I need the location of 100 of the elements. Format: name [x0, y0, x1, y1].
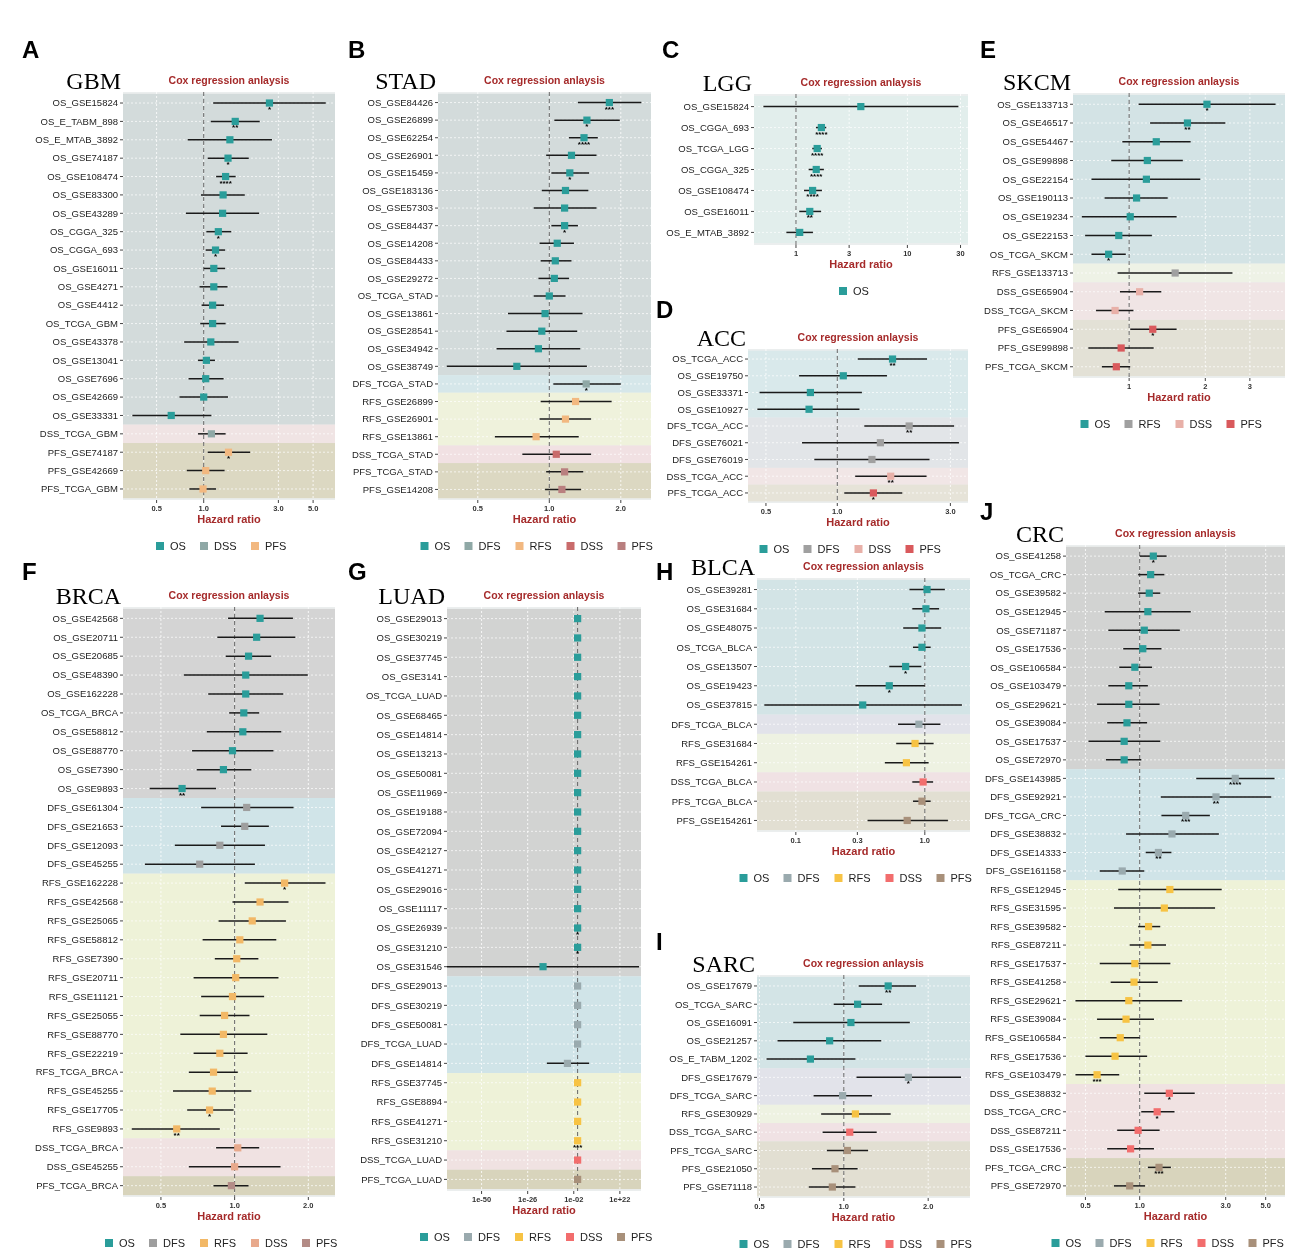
point — [902, 759, 911, 767]
annotation: ** — [906, 428, 914, 437]
legend-label: PFS — [1262, 1237, 1284, 1249]
y-tick-label: OS_GSE72094 — [376, 825, 442, 837]
point — [209, 1068, 218, 1076]
annotation: * — [1151, 558, 1156, 568]
point — [553, 239, 561, 247]
point — [219, 191, 227, 199]
text: C — [662, 36, 680, 63]
y-tick-label: DFS_TCGA_SARC — [669, 1089, 753, 1101]
point — [561, 222, 569, 230]
y-tick-label: RFS_GSE31684 — [681, 737, 752, 749]
x-axis-title: Hazard ratio — [1143, 1210, 1208, 1222]
y-tick-label: OS_GSE31210 — [376, 941, 442, 953]
chart-subtitle: Cox regression anlaysis — [168, 74, 290, 86]
chart-subtitle: Cox regression anlaysis — [1115, 527, 1237, 539]
point — [538, 327, 546, 335]
point — [545, 292, 553, 300]
annotation: * — [563, 227, 568, 237]
y-tick-label: OS_GSE39084 — [995, 717, 1061, 729]
y-tick-label: OS_GSE84426 — [367, 96, 433, 108]
point — [248, 917, 256, 925]
y-tick-label: DSS_GSE87211 — [990, 1124, 1061, 1136]
y-tick-label: OS_GSE19750 — [677, 370, 743, 382]
chart-title: LGG — [702, 70, 752, 96]
annotation: ** — [1155, 854, 1163, 864]
legend-label: DSS — [868, 543, 892, 555]
legend-label: OS — [753, 872, 770, 884]
y-tick-label: OS_GSE162228 — [47, 688, 118, 700]
point — [561, 415, 570, 423]
y-tick-label: PFS_GSE65904 — [997, 323, 1068, 335]
y-tick-label: OS_GSE190113 — [997, 192, 1068, 204]
point — [1134, 1126, 1142, 1134]
y-tick-label: OS_GSE71187 — [996, 624, 1061, 636]
y-tick-label: OS_GSE29013 — [376, 612, 442, 624]
y-tick-label: OS_GSE7696 — [57, 373, 118, 384]
y-tick-label: OS_TCGA_SARC — [674, 998, 753, 1010]
annotation: * — [1151, 331, 1156, 341]
y-tick-label: OS_TCGA_GBM — [45, 317, 119, 329]
y-tick-label: RFS_GSE88770 — [47, 1028, 118, 1040]
point — [239, 728, 247, 736]
y-tick-label: RFS_GSE106584 — [984, 1032, 1061, 1043]
y-tick-label: RFS_GSE45255 — [47, 1085, 118, 1097]
y-tick-label: OS_GSE17679 — [686, 980, 752, 992]
legend-label: DFS — [478, 540, 501, 552]
y-tick-label: RFS_GSE26901 — [362, 413, 433, 425]
y-tick-label: OS_GSE41271 — [376, 864, 442, 876]
annotation: * — [906, 1079, 911, 1089]
y-tick-label: RFS_GSE17705 — [47, 1104, 118, 1116]
chart-subtitle: Cox regression anlaysis — [797, 331, 919, 343]
y-tick-label: DSS_TCGA_STAD — [351, 448, 434, 460]
annotation: *** — [572, 1142, 584, 1152]
y-tick-label: RFS_GSE11121 — [48, 990, 118, 1002]
x-axis-title: Hazard ratio — [831, 845, 896, 857]
x-axis-title: Hazard ratio — [512, 513, 577, 525]
text: B — [348, 36, 366, 63]
annotation: * — [904, 668, 909, 678]
y-tick-label: DFS_GSE14333 — [990, 846, 1061, 858]
legend-label: DSS — [1189, 418, 1213, 430]
y-tick-label: OS_GSE72970 — [995, 754, 1061, 766]
y-tick-label: OS_GSE3141 — [381, 670, 442, 682]
point — [224, 154, 232, 162]
x-axis-title: Hazard ratio — [197, 513, 262, 525]
text: A — [22, 36, 40, 63]
y-tick-label: RFS_GSE31595 — [990, 902, 1061, 914]
y-tick-label: RFS_TCGA_BRCA — [35, 1066, 119, 1078]
point — [1144, 922, 1153, 931]
point — [232, 974, 240, 982]
y-tick-label: OS_GSE17536 — [995, 643, 1061, 655]
y-tick-label: PFS_TCGA_LUAD — [361, 1173, 443, 1185]
legend-label: OS — [170, 540, 186, 552]
y-tick-label: OS_GSE106584 — [990, 661, 1061, 673]
annotation: *** — [1092, 1076, 1103, 1086]
chart-title: SARC — [692, 951, 755, 977]
annotation: **** — [806, 192, 820, 202]
y-tick-label: DSS_TCGA_LUAD — [360, 1154, 443, 1166]
y-tick-label: OS_GSE16011 — [684, 205, 749, 217]
y-tick-label: DSS_GSE17536 — [989, 1143, 1061, 1155]
y-tick-label: OS_GSE28541 — [367, 325, 433, 337]
annotation: ** — [806, 213, 814, 223]
point — [242, 690, 250, 698]
annotation: **** — [810, 171, 824, 181]
y-tick-label: DSS_TCGA_BLCA — [670, 776, 753, 788]
legend-label: PFS — [316, 1237, 338, 1249]
point — [199, 485, 207, 493]
y-tick-label: OS_GSE14208 — [367, 237, 433, 249]
y-tick-label: DSS_GSE65904 — [996, 286, 1068, 298]
annotation: * — [568, 174, 573, 184]
y-tick-label: RFS_GSE30929 — [681, 1108, 752, 1120]
point — [919, 778, 927, 786]
legend-label: DFS — [163, 1237, 185, 1249]
point — [561, 204, 569, 212]
y-tick-label: PFS_TCGA_BLCA — [671, 795, 753, 807]
annotation: * — [576, 930, 581, 940]
y-tick-label: OS_GSE19234 — [1002, 211, 1068, 223]
y-tick-label: OS_GSE48390 — [52, 669, 118, 681]
y-tick-label: PFS_GSE71118 — [683, 1181, 752, 1193]
point — [1153, 1108, 1161, 1116]
y-tick-label: OS_GSE30219 — [376, 632, 442, 644]
point — [1154, 848, 1163, 857]
